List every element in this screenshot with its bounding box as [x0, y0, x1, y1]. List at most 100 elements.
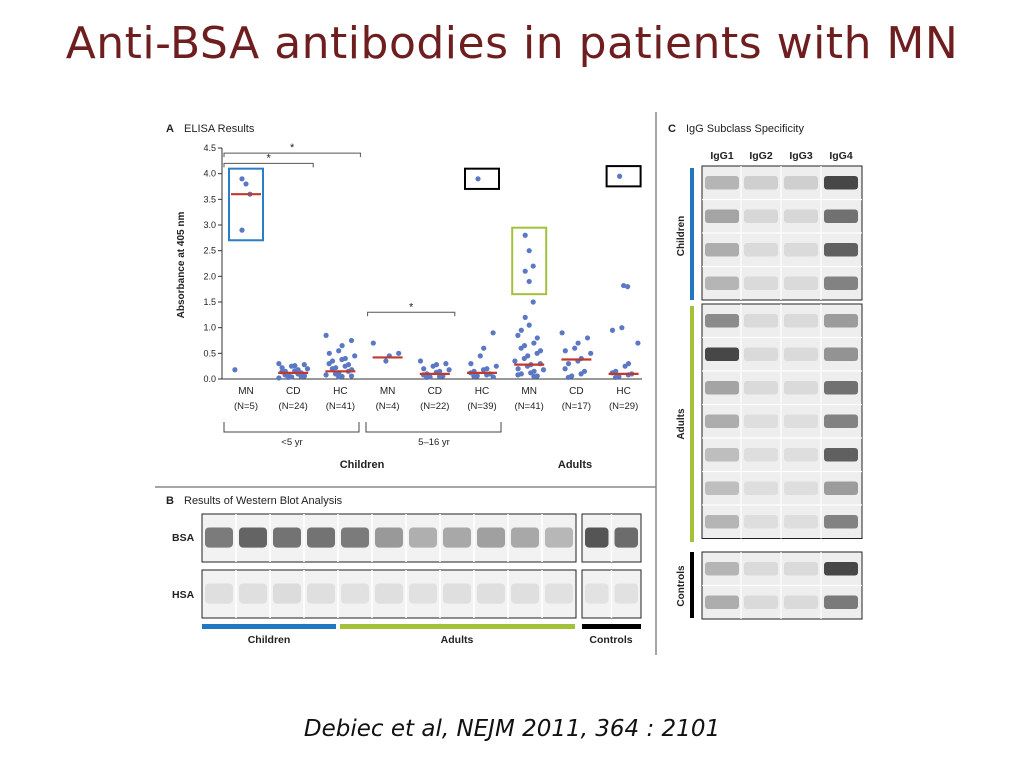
data-point [481, 345, 487, 351]
x-label-n: (N=41) [515, 401, 544, 412]
data-point [530, 263, 536, 269]
children-strip-band [744, 176, 778, 190]
adults-strip-band [744, 515, 778, 529]
x-label-cd: CD [286, 386, 300, 397]
data-point [298, 373, 304, 380]
bsa-controls-band [585, 527, 609, 548]
x-label-n: (N=41) [326, 401, 355, 412]
data-point [285, 374, 291, 381]
adults-strip-band [784, 515, 818, 529]
data-point [323, 332, 329, 338]
significance-star: * [409, 301, 414, 313]
bsa-row-band [341, 527, 369, 548]
hsa-controls-band [585, 583, 609, 604]
children-strip-band [784, 276, 818, 290]
data-point [565, 374, 571, 381]
hsa-row-band [511, 583, 539, 604]
data-point [232, 367, 238, 373]
data-point [424, 374, 430, 381]
x-axis-labels: MN (N=5) CD (N=24) HC (N=41) MN (N=4) CD (N=22) HC… [234, 386, 638, 412]
highlight-box [511, 226, 548, 296]
controls-strip-band [744, 562, 778, 576]
x-label-n: (N=29) [609, 401, 638, 412]
bsa-row-band [545, 527, 573, 548]
y-tick-label: 3.0 [203, 220, 216, 230]
adults-strip-band [824, 314, 858, 328]
adults-strip-band [824, 414, 858, 428]
hsa-row-band [443, 583, 471, 604]
data-point [572, 345, 578, 351]
controls-strip-band [705, 595, 739, 609]
adults-strip-band [744, 481, 778, 495]
data-point [534, 335, 540, 341]
controls-strip-band [784, 562, 818, 576]
data-point [475, 176, 481, 182]
children-strip-band [824, 276, 858, 290]
data-point [468, 361, 474, 367]
adults-strip-band [824, 481, 858, 495]
x-label-n: (N=39) [467, 401, 496, 412]
adults-strip-band [705, 481, 739, 495]
bsa-row-band [239, 527, 267, 548]
data-point [490, 374, 496, 380]
adults-strip-band [784, 481, 818, 495]
label-controls-c: Controls [676, 565, 687, 607]
data-point [521, 355, 527, 362]
y-tick-label: 4.5 [203, 143, 216, 153]
adults-strip-band [784, 448, 818, 462]
data-point [396, 350, 402, 356]
data-point [421, 366, 427, 372]
bsa-row-band [477, 527, 505, 548]
age-label-5to16: 5–16 yr [418, 437, 450, 448]
median-lines [231, 193, 639, 375]
y-tick-label: 2.0 [203, 271, 216, 281]
age-bracket-under5 [223, 422, 360, 433]
data-point [621, 282, 627, 289]
data-point [512, 358, 518, 364]
data-point [471, 373, 477, 380]
adults-strip-band [824, 515, 858, 529]
data-point [588, 350, 594, 356]
x-label-n: (N=24) [279, 401, 308, 412]
x-label-mn: MN [521, 386, 537, 397]
hsa-controls-band [614, 583, 638, 604]
data-point [625, 284, 631, 290]
data-point [326, 350, 332, 356]
bar-children [202, 624, 336, 629]
data-point [446, 367, 452, 373]
data-point [609, 327, 616, 333]
data-point [526, 322, 532, 328]
panel-b: B Results of Western Blot Analysis BSA H… [166, 495, 642, 646]
data-point [239, 176, 245, 182]
hsa-row-band [409, 583, 437, 604]
data-point [518, 327, 524, 333]
group-label-adults: Adults [558, 459, 592, 471]
highlight-box [464, 167, 500, 190]
children-strip-band [784, 243, 818, 257]
data-point [336, 374, 342, 380]
y-axis-label: Absorbance at 405 nm [176, 212, 187, 319]
hsa-row-band [273, 583, 301, 604]
panel-c: C IgG Subclass Specificity IgG1 IgG2 IgG3 I… [668, 123, 863, 620]
label-adults-b: Adults [441, 634, 474, 646]
data-point [565, 361, 572, 367]
data-point [531, 373, 537, 380]
adults-strip-band [784, 314, 818, 328]
bsa-controls-band [614, 527, 638, 548]
data-point [323, 372, 329, 378]
data-point [339, 356, 345, 363]
hsa-row-band [477, 583, 505, 604]
slide-title: Anti-BSA antibodies in patients with MN [65, 18, 959, 69]
hsa-row-band [205, 583, 233, 604]
label-controls-b: Controls [589, 634, 632, 646]
data-point [348, 337, 355, 344]
children-strip-band [824, 176, 858, 190]
x-label-n: (N=5) [234, 401, 258, 412]
significance-bracket [367, 311, 456, 317]
data-point [430, 363, 436, 369]
bar-controls [582, 624, 641, 629]
data-point [534, 350, 540, 356]
adults-strip-band [744, 314, 778, 328]
data-point [443, 361, 449, 367]
data-point [622, 363, 628, 369]
